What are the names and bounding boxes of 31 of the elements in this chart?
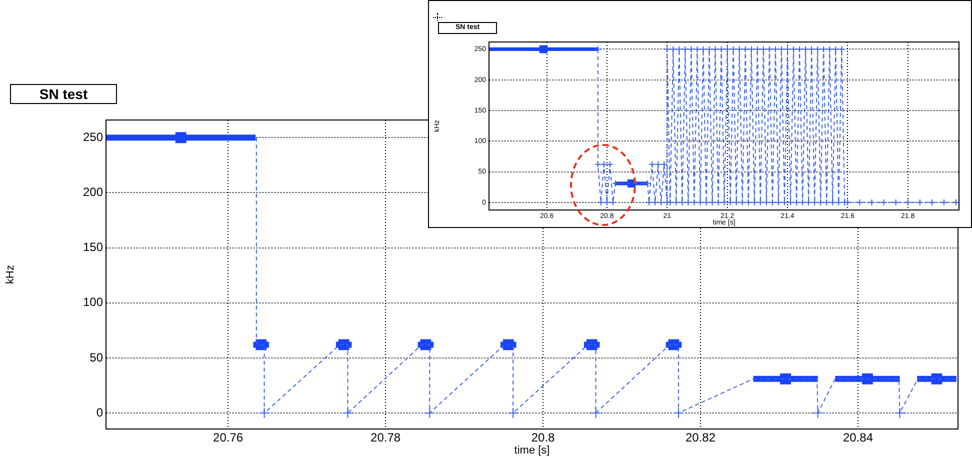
y-tick-label: 50 (90, 350, 104, 364)
point (258, 408, 270, 419)
point (342, 408, 354, 419)
point (175, 132, 186, 144)
point (862, 373, 873, 384)
chart-title: SN test (10, 84, 117, 104)
x-tick-label: 20.8 (531, 430, 556, 445)
x-tick-label: 20.78 (370, 430, 401, 445)
x-axis-title: time [s] (514, 444, 550, 456)
y-axis-title: kHz (4, 265, 17, 284)
point (586, 339, 598, 350)
y-tick-label: 150 (82, 240, 104, 254)
point (812, 408, 824, 419)
point (338, 339, 350, 350)
x-tick-label: 20.76 (213, 430, 244, 445)
line-series (256, 137, 957, 414)
point (931, 373, 942, 384)
y-tick-label: 0 (96, 405, 104, 420)
point (780, 373, 792, 384)
x-tick-label: 20.82 (685, 430, 716, 445)
point (508, 408, 519, 419)
point (502, 339, 514, 350)
point (894, 408, 906, 419)
point (672, 408, 684, 419)
point (590, 408, 602, 419)
point (420, 339, 432, 350)
y-tick-label: 200 (82, 185, 104, 200)
point (424, 408, 436, 419)
y-tick-label: 250 (82, 130, 104, 144)
x-tick-label: 20.84 (842, 430, 874, 445)
y-tick-label: 100 (82, 295, 104, 310)
